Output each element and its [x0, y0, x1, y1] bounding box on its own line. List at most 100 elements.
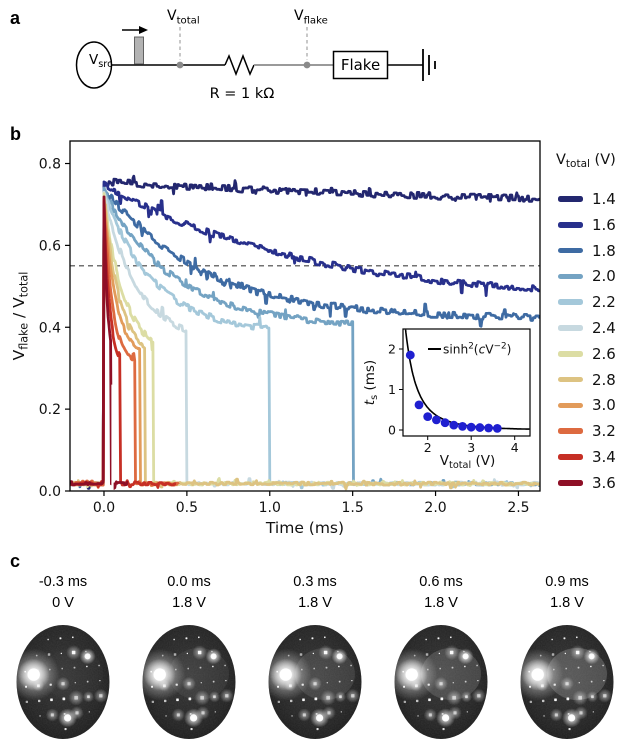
curve-1.4V [70, 174, 540, 490]
bragg-spot [529, 700, 532, 703]
bragg-spot [87, 695, 90, 699]
x-tick-label: 0.0 [93, 500, 115, 516]
bragg-spot [176, 713, 180, 717]
bragg-spot [592, 711, 594, 713]
frame-voltage-label: 1.8 V [550, 595, 584, 611]
inset-data-point [492, 423, 502, 433]
bragg-spot [186, 652, 188, 655]
bragg-spot [187, 682, 191, 686]
legend-swatch [558, 222, 583, 228]
bragg-spot [312, 652, 314, 655]
resistor-label: R = 1 kΩ [210, 86, 275, 102]
bragg-spot [73, 666, 76, 669]
bragg-spot [464, 665, 466, 668]
bragg-spot [50, 713, 54, 717]
legend-swatch [558, 299, 583, 305]
bragg-spot [75, 711, 79, 715]
legend-entry: 1.6 [558, 216, 616, 234]
bragg-spot [603, 680, 605, 682]
bottom-bright-spot [316, 714, 324, 722]
bragg-spot [591, 695, 594, 699]
bragg-spot [326, 682, 328, 684]
bragg-spot [188, 697, 192, 701]
frame-time-label: 0.9 ms [545, 574, 589, 590]
bragg-spot [565, 667, 567, 670]
bragg-spot [477, 680, 479, 682]
bragg-spot [350, 664, 352, 667]
inset-data-point [414, 400, 424, 410]
topright-bright-spot [210, 653, 217, 660]
vtotal-label: Vtotal [167, 8, 200, 26]
diffraction-content [268, 625, 362, 739]
bragg-spot [64, 728, 67, 731]
legend-entry-label: 3.2 [592, 422, 616, 441]
legend-entry: 3.0 [558, 396, 616, 414]
bragg-spot [476, 664, 478, 667]
frame-time-label: 0.0 ms [167, 574, 211, 590]
bragg-spot [61, 682, 65, 686]
bragg-spot [568, 728, 571, 731]
legend-swatch [558, 402, 583, 409]
diffraction-frame: 0.3 ms 1.8 V [260, 572, 370, 742]
bragg-spot [302, 698, 305, 702]
circuit-diagram: Vsrc Vtotal R = 1 kΩ Vflake Flake [75, 8, 436, 102]
bragg-spot [324, 636, 326, 639]
main-beam-core [27, 668, 40, 681]
curve-1.6V [70, 180, 540, 487]
bragg-spot [578, 682, 580, 684]
bragg-spot [72, 636, 74, 639]
diffraction-content [142, 625, 236, 739]
bragg-spot [564, 652, 566, 655]
legend-swatch [558, 428, 583, 434]
frame-voltage-label: 1.8 V [298, 595, 332, 611]
bragg-spot [417, 715, 419, 717]
bragg-spot [579, 711, 583, 715]
bragg-spot [464, 680, 467, 683]
bragg-spot [60, 652, 62, 655]
bragg-spot [290, 699, 293, 703]
curve-3.6V [70, 195, 129, 490]
bragg-spot [465, 695, 468, 699]
bragg-spot [450, 636, 452, 639]
y-tick-label: 0.4 [39, 320, 61, 336]
bragg-spot [198, 636, 200, 639]
legend-swatch [558, 273, 583, 280]
frame-time-label: 0.6 ms [419, 574, 463, 590]
vtotal-probe-dot [176, 61, 184, 69]
bragg-spot [151, 700, 154, 703]
bragg-spot [212, 680, 215, 683]
legend-swatch [558, 480, 583, 486]
bragg-spot [47, 638, 49, 641]
bragg-spot [578, 695, 582, 700]
main-beam-core [279, 668, 292, 681]
legend-entry-label: 2.4 [592, 319, 616, 337]
bottom-bright-spot [64, 714, 72, 722]
bragg-spot [50, 698, 53, 702]
panel-a-label: a [10, 8, 21, 28]
diffraction-content [520, 625, 614, 739]
legend-swatch [558, 351, 583, 357]
bragg-spot [88, 711, 90, 713]
bragg-spot [213, 695, 216, 699]
flake-label: Flake [341, 56, 380, 74]
bragg-spot [590, 680, 593, 683]
bragg-spot [199, 666, 202, 669]
inset-x-axis-label: Vtotal (V) [440, 453, 495, 471]
inset-data-point [484, 423, 493, 433]
legend-entry-label: 2.6 [592, 344, 616, 363]
vflake-probe-dot [303, 61, 311, 69]
inset-data-point [405, 350, 415, 360]
legend-swatch [558, 247, 583, 254]
diffraction-content [16, 625, 110, 739]
inset-data-point [475, 423, 485, 432]
bragg-spot [200, 695, 204, 700]
legend-entry: 2.4 [558, 319, 616, 337]
frame-time-label: 0.3 ms [293, 574, 337, 590]
bragg-spot [577, 666, 580, 669]
legend-entry: 1.8 [558, 242, 616, 260]
legend-entry: 3.2 [558, 422, 616, 440]
legend-swatch [558, 325, 583, 331]
legend-entry: 1.4 [558, 190, 616, 208]
flake-box [332, 50, 389, 80]
